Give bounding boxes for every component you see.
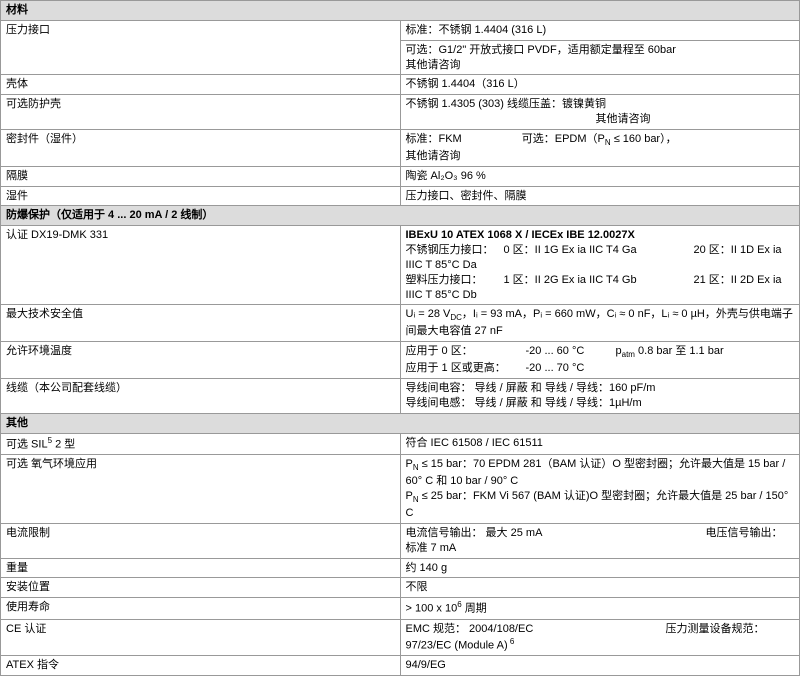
row-mount-label: 安装位置 [1,578,401,598]
row-diaphragm-val: 陶瓷 Al₂O₃ 96 % [400,166,800,186]
row-optshell-label: 可选防护壳 [1,95,401,130]
row-housing-label: 壳体 [1,75,401,95]
row-oxy-label: 可选 氧气环境应用 [1,455,401,524]
row-wet-label: 湿件 [1,186,401,206]
row-weight-val: 约 140 g [400,558,800,578]
row-pressure-port-v2: 可选：G1/2" 开放式接口 PVDF，适用额定量程至 60bar其他请咨询 [400,40,800,75]
section-materials: 材料 [1,1,800,21]
row-cert-val: IBExU 10 ATEX 1068 X / IECEx IBE 12.0027… [400,226,800,305]
row-curlim-label: 电流限制 [1,523,401,558]
row-optshell-val: 不锈钢 1.4305 (303) 线缆压盖：镀镍黄铜其他请咨询 [400,95,800,130]
row-atex-val: 94/9/EG [400,656,800,676]
row-atex-label: ATEX 指令 [1,656,401,676]
row-housing-val: 不锈钢 1.4404（316 L） [400,75,800,95]
row-wet-val: 压力接口、密封件、隔膜 [400,186,800,206]
section-other: 其他 [1,413,800,433]
row-ambtemp-label: 允许环境温度 [1,342,401,379]
row-maxtech-val: Uᵢ = 28 VDC，Iᵢ = 93 mA，Pᵢ = 660 mW，Cᵢ ≈ … [400,305,800,342]
row-mount-val: 不限 [400,578,800,598]
row-life-label: 使用寿命 [1,598,401,620]
row-cable-val: 导线间电容： 导线 / 屏蔽 和 导线 / 导线：160 pF/m导线间电感： … [400,379,800,414]
row-pressure-port-v1: 标准：不锈钢 1.4404 (316 L) [400,20,800,40]
row-cert-label: 认证 DX19-DMK 331 [1,226,401,305]
spec-table: 材料 压力接口 标准：不锈钢 1.4404 (316 L) 可选：G1/2" 开… [0,0,800,676]
row-diaphragm-label: 隔膜 [1,166,401,186]
row-cable-label: 线缆（本公司配套线缆） [1,379,401,414]
row-ce-val: EMC 规范： 2004/108/EC压力测量设备规范： 97/23/EC (M… [400,619,800,655]
row-sil-val: 符合 IEC 61508 / IEC 61511 [400,433,800,455]
row-oxy-val: PN ≤ 15 bar：70 EPDM 281（BAM 认证）O 型密封圈；允许… [400,455,800,524]
row-life-val: > 100 x 106 周期 [400,598,800,620]
section-explosion: 防爆保护（仅适用于 4 ... 20 mA / 2 线制） [1,206,800,226]
row-seal-label: 密封件（湿件） [1,129,401,166]
row-pressure-port-label: 压力接口 [1,20,401,75]
row-seal-val: 标准：FKM可选：EPDM（PN ≤ 160 bar），其他请咨询 [400,129,800,166]
row-ce-label: CE 认证 [1,619,401,655]
row-maxtech-label: 最大技术安全值 [1,305,401,342]
row-ambtemp-val: 应用于 0 区：-20 ... 60 °Cpatm 0.8 bar 至 1.1 … [400,342,800,379]
row-curlim-val: 电流信号输出： 最大 25 mA电压信号输出： 标准 7 mA [400,523,800,558]
row-weight-label: 重量 [1,558,401,578]
row-sil-label: 可选 SIL5 2 型 [1,433,401,455]
